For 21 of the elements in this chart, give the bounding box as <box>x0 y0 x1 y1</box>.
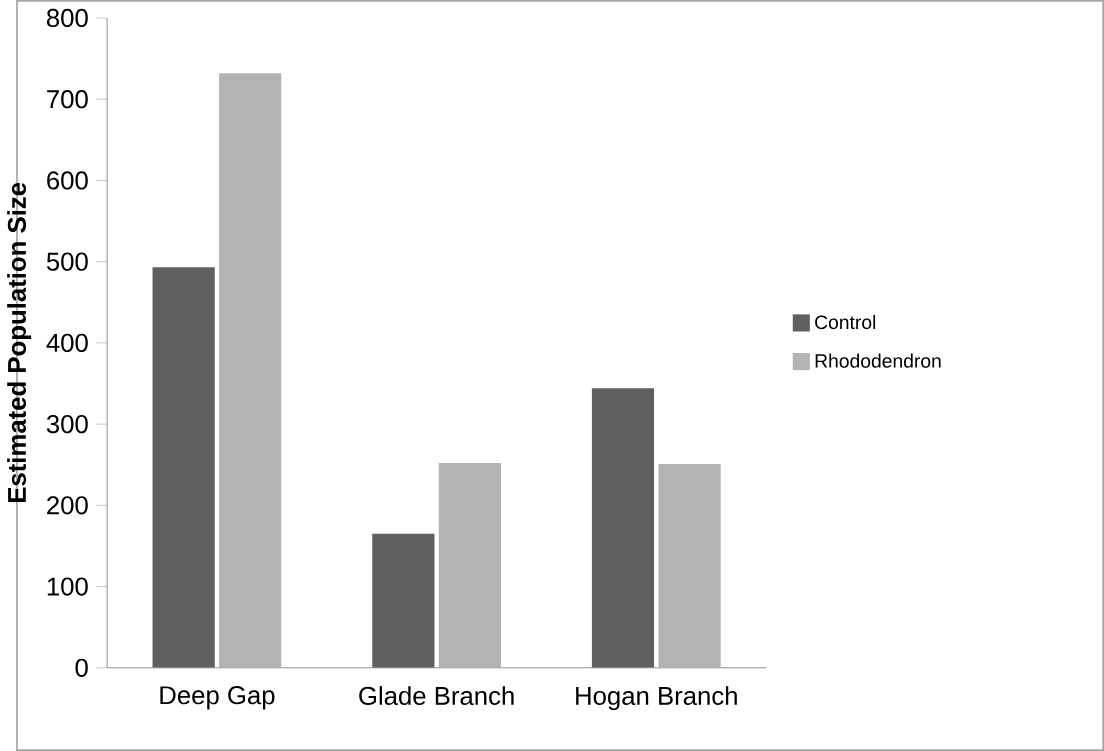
y-tick-label: 100 <box>47 577 88 596</box>
y-tick-label: 200 <box>47 496 88 515</box>
x-tick-label: Hogan Branch <box>576 686 737 711</box>
bar <box>658 463 721 668</box>
bar <box>438 463 501 668</box>
y-tick-label: 300 <box>46 414 88 434</box>
bar <box>591 388 655 668</box>
y-tick-label: 0 <box>75 658 88 677</box>
legend-label: Rhododendron <box>815 353 941 368</box>
y-tick-label: 700 <box>47 90 88 109</box>
x-tick-label: Deep Gap <box>160 686 275 710</box>
y-tick-label: 800 <box>46 8 88 28</box>
y-tick-label: 600 <box>47 171 88 190</box>
legend-label: Control <box>815 314 876 330</box>
x-tick-label: Glade Branch <box>359 686 514 705</box>
y-tick-label: 400 <box>46 333 88 352</box>
y-tick-label: 500 <box>46 252 88 271</box>
bar <box>219 73 282 668</box>
y-axis-title: Estimated Population Size <box>7 182 32 503</box>
bar <box>152 267 215 668</box>
bar <box>372 533 435 668</box>
